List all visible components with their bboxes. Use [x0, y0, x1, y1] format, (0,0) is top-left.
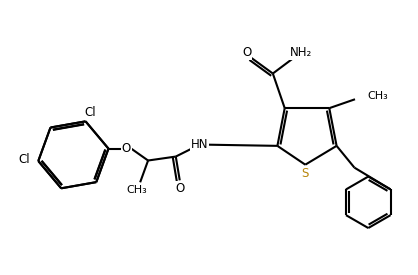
Text: Cl: Cl	[19, 153, 30, 166]
Text: O: O	[175, 182, 184, 195]
Text: CH₃: CH₃	[367, 91, 387, 101]
Text: HN: HN	[191, 138, 208, 151]
Text: CH₃: CH₃	[127, 185, 148, 195]
Text: Cl: Cl	[85, 106, 96, 119]
Text: S: S	[302, 167, 309, 180]
Text: NH₂: NH₂	[289, 46, 312, 59]
Text: O: O	[242, 46, 252, 59]
Text: O: O	[122, 142, 131, 155]
